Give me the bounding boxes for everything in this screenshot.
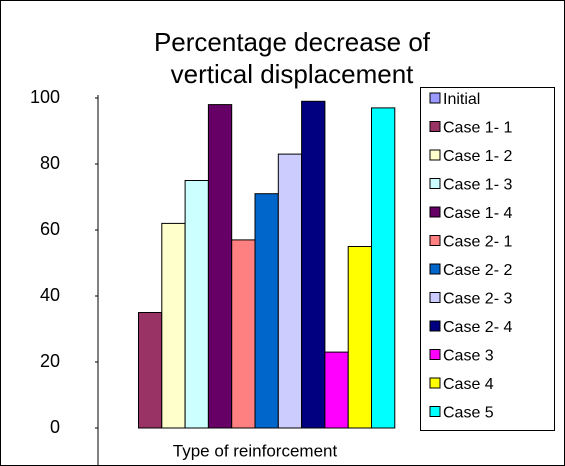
bar [324,351,349,429]
chart-title: vertical displacement [171,59,415,89]
bar [231,239,256,429]
bar [161,222,186,429]
legend-marker [429,377,441,389]
y-tick-label: 40 [40,285,60,305]
chart-title: Percentage decrease of [154,27,431,57]
bar [138,312,163,429]
x-tick-label: Type of reinforcement [173,441,338,460]
legend [420,87,555,431]
legend-label: Initial [443,91,480,108]
bar [301,100,326,429]
legend-label: Case 2- 1 [443,234,512,251]
y-tick-label: 100 [30,87,60,107]
legend-marker [429,406,441,417]
bar [184,180,209,429]
legend-label: Case 3 [443,348,494,365]
y-tick-label: 60 [40,219,60,239]
legend-marker [429,206,441,218]
bar [254,193,279,429]
legend-marker [429,235,441,246]
legend-label: Case 1- 1 [443,120,512,137]
legend-marker [429,263,441,275]
legend-marker [429,149,441,161]
legend-label: Case 5 [443,405,494,422]
legend-label: Case 1- 3 [443,177,512,194]
legend-label: Case 2- 3 [443,291,512,308]
legend-label: Case 1- 2 [443,148,512,165]
bar [347,246,373,429]
bar [371,107,396,429]
legend-label: Case 2- 2 [443,262,512,279]
legend-label: Case 2- 4 [443,319,512,336]
legend-marker [429,92,441,104]
legend-marker [429,178,441,189]
bar [207,104,233,429]
legend-marker [429,320,441,332]
y-tick-label: 80 [40,153,60,173]
y-tick-label: 0 [50,417,60,437]
legend-marker [429,349,441,360]
legend-marker [429,121,441,132]
legend-marker [429,292,441,303]
y-tick-label: 20 [40,351,60,371]
bar [277,153,303,429]
legend-label: Case 1- 4 [443,205,512,222]
legend-label: Case 4 [443,376,494,393]
